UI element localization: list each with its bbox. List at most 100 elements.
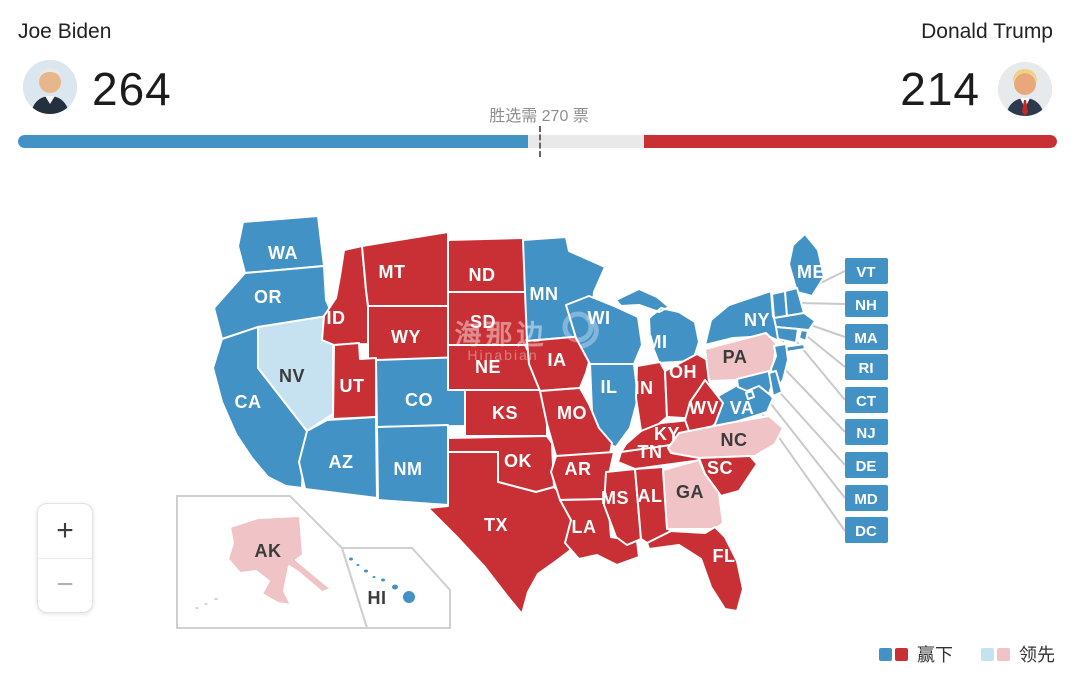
state-HI[interactable]: [370, 574, 378, 580]
svg-text:MT: MT: [379, 262, 406, 282]
svg-text:NH: NH: [855, 297, 877, 314]
zoom-in-button[interactable]: +: [38, 504, 92, 559]
state-LA[interactable]: [559, 498, 640, 566]
state-FL[interactable]: [646, 526, 744, 612]
svg-text:NE: NE: [475, 357, 501, 377]
svg-text:AR: AR: [565, 459, 592, 479]
state-AK-aleutians[interactable]: [212, 596, 220, 602]
svg-text:NV: NV: [279, 366, 305, 386]
hawaii-inset-frame: [340, 547, 451, 629]
state-WI[interactable]: [565, 295, 643, 365]
svg-text:LA: LA: [572, 517, 597, 537]
electoral-progress-bar: [18, 126, 1057, 157]
legend-dem-win-swatch: [879, 647, 892, 661]
trump-avatar: [998, 62, 1052, 116]
svg-text:VA: VA: [730, 398, 755, 418]
svg-text:NY: NY: [744, 310, 770, 330]
state-RI[interactable]: [798, 329, 809, 342]
state-box-DC[interactable]: DC: [845, 517, 888, 543]
state-HI[interactable]: [362, 567, 370, 575]
svg-text:ND: ND: [469, 265, 496, 285]
state-box-CT[interactable]: CT: [845, 387, 888, 413]
threshold-label: 胜选需 270 票: [489, 108, 589, 125]
svg-text:ME: ME: [797, 262, 825, 282]
map-zoom-control: + −: [37, 503, 93, 613]
svg-text:WI: WI: [588, 308, 611, 328]
state-MI[interactable]: [615, 288, 700, 364]
svg-text:Hinabian: Hinabian: [467, 347, 538, 363]
svg-text:DE: DE: [856, 458, 877, 475]
map-legend: 赢下 领先: [879, 641, 1055, 667]
svg-text:KS: KS: [492, 403, 518, 423]
svg-text:HI: HI: [368, 588, 387, 608]
svg-text:MA: MA: [854, 330, 877, 347]
svg-text:KY: KY: [654, 424, 680, 444]
state-CT[interactable]: [775, 326, 799, 344]
state-box-NH[interactable]: NH: [845, 291, 888, 317]
state-NV[interactable]: [257, 314, 334, 432]
state-HI[interactable]: [347, 555, 355, 563]
state-AK-aleutians[interactable]: [193, 605, 201, 611]
legend-won-label: 赢下: [917, 645, 953, 665]
svg-text:OR: OR: [254, 287, 282, 307]
state-HI[interactable]: [401, 589, 417, 605]
state-DC[interactable]: [745, 390, 755, 400]
svg-text:RI: RI: [859, 360, 874, 377]
legend-rep-win-swatch: [895, 647, 908, 661]
svg-text:IL: IL: [601, 377, 618, 397]
svg-text:MO: MO: [557, 403, 587, 423]
svg-text:AZ: AZ: [329, 452, 354, 472]
svg-text:SC: SC: [707, 458, 733, 478]
state-shapes: [193, 215, 825, 615]
state-TX[interactable]: [427, 451, 579, 615]
svg-text:TN: TN: [638, 442, 663, 462]
threshold-marker: [539, 126, 542, 157]
svg-text:UT: UT: [340, 376, 365, 396]
watermark: 海那边 Hinabian: [455, 311, 599, 363]
state-ME[interactable]: [788, 233, 825, 297]
state-WA[interactable]: [237, 215, 325, 274]
zoom-out-button[interactable]: −: [38, 559, 92, 613]
svg-text:IN: IN: [635, 378, 654, 398]
svg-text:NC: NC: [721, 430, 748, 450]
state-AK-aleutians[interactable]: [202, 601, 210, 607]
biden-vote-count: 264: [92, 63, 172, 115]
svg-text:SD: SD: [470, 312, 496, 332]
svg-text:PA: PA: [723, 347, 748, 367]
state-box-DE[interactable]: DE: [845, 452, 888, 478]
biden-name: Joe Biden: [18, 20, 112, 43]
state-HI[interactable]: [379, 576, 387, 584]
state-box-NJ[interactable]: NJ: [845, 419, 888, 445]
svg-text:WV: WV: [689, 398, 719, 418]
state-NC[interactable]: [667, 415, 784, 459]
state-box-VT[interactable]: VT: [845, 258, 888, 284]
state-AK[interactable]: [227, 515, 332, 606]
state-box-MA[interactable]: MA: [845, 324, 888, 350]
svg-text:WA: WA: [268, 243, 298, 263]
state-box-MD[interactable]: MD: [845, 485, 888, 511]
svg-text:CT: CT: [856, 393, 876, 410]
svg-text:MS: MS: [601, 488, 629, 508]
svg-text:AL: AL: [638, 486, 663, 506]
state-MA[interactable]: [773, 312, 816, 331]
svg-text:TX: TX: [484, 515, 508, 535]
state-MO[interactable]: [539, 387, 613, 457]
svg-text:FL: FL: [713, 546, 736, 566]
svg-text:ID: ID: [327, 308, 346, 328]
legend-dem-lead-swatch: [981, 647, 994, 661]
svg-text:VT: VT: [856, 264, 875, 281]
svg-text:OH: OH: [669, 362, 697, 382]
bar-track: [18, 135, 1057, 148]
state-box-RI[interactable]: RI: [845, 354, 888, 380]
svg-text:OK: OK: [504, 451, 532, 471]
state-DE[interactable]: [768, 370, 783, 397]
state-GA[interactable]: [662, 459, 724, 530]
state-HI[interactable]: [354, 562, 362, 568]
state-HI[interactable]: [390, 582, 400, 592]
svg-text:DC: DC: [855, 523, 877, 540]
state-ID[interactable]: [321, 245, 369, 346]
bar-biden-fill: [18, 135, 528, 148]
state-labels: WA OR CA NV ID MT WY UT CO AZ NM ND SD N…: [235, 243, 825, 608]
